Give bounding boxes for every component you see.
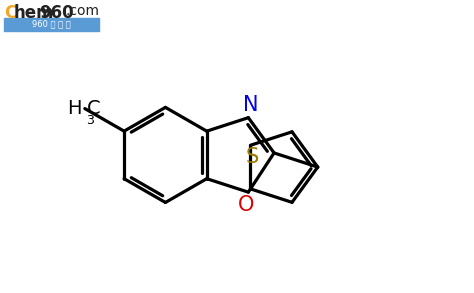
Bar xyxy=(4,18,99,31)
Text: N: N xyxy=(243,95,258,115)
Text: hem: hem xyxy=(13,4,54,22)
Text: 960: 960 xyxy=(39,4,74,22)
Text: 960 化 工 网: 960 化 工 网 xyxy=(32,20,71,29)
Text: O: O xyxy=(238,195,255,215)
Text: C: C xyxy=(4,4,17,22)
Text: 3: 3 xyxy=(86,113,94,127)
Text: .com: .com xyxy=(65,4,99,18)
Text: C: C xyxy=(87,99,100,118)
Text: H: H xyxy=(67,99,82,118)
Text: S: S xyxy=(246,147,259,167)
